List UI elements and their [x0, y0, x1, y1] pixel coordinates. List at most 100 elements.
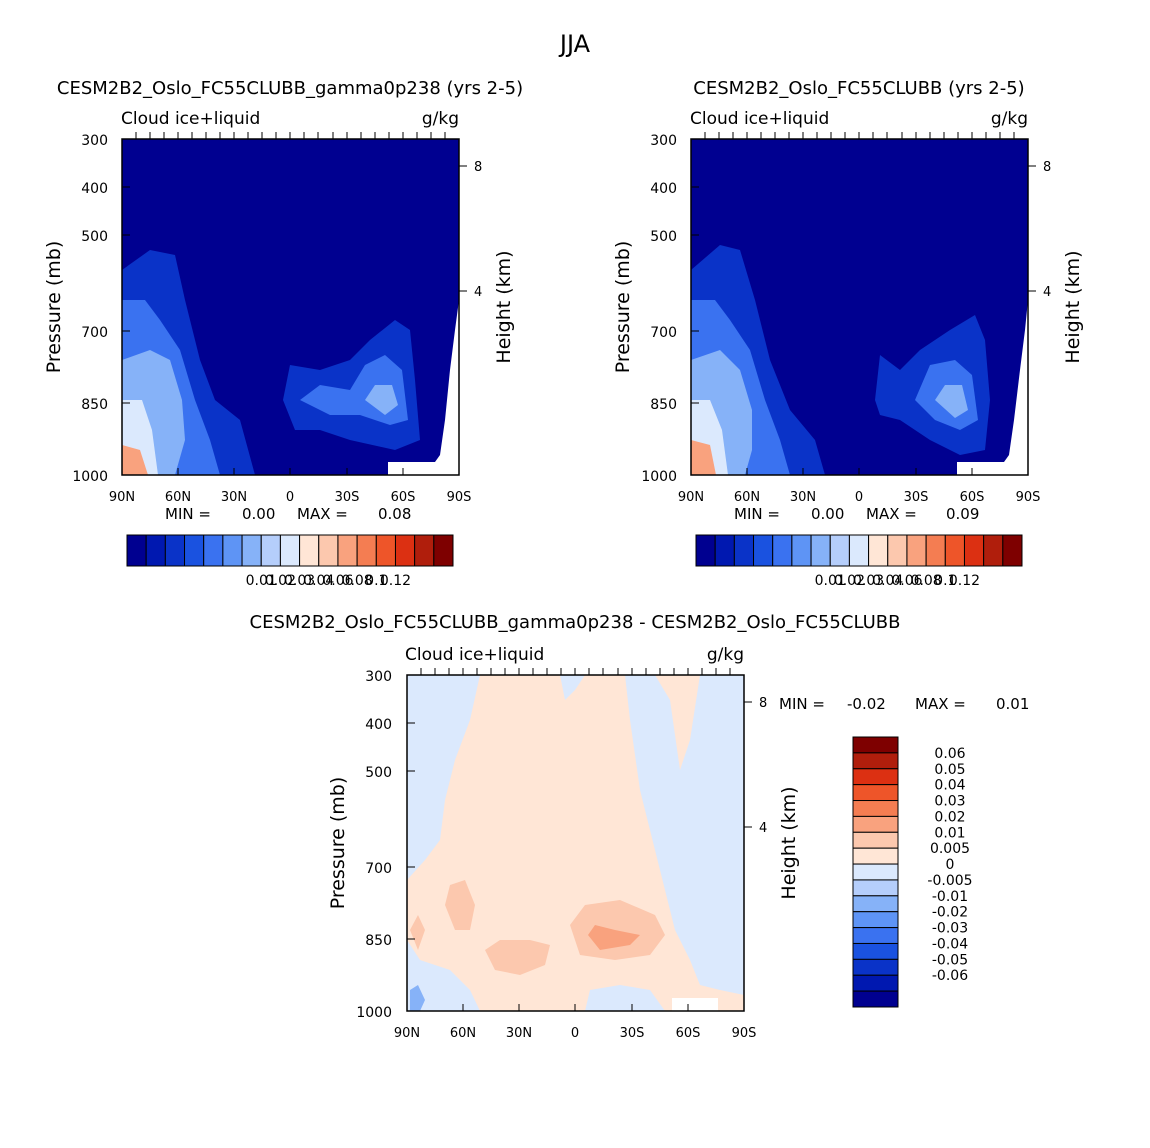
x-tick-label: 30S	[904, 490, 929, 505]
colorbar-swatch	[983, 534, 1004, 567]
colorbar-label: 0.12	[949, 573, 980, 589]
colorbar-label: 0.01	[815, 573, 846, 589]
panel-b-top-minor-ticks	[704, 132, 1015, 139]
panel-b-y-ticks: 300 400 500 700 850 1000	[641, 133, 699, 485]
panel-a-height-ticks: 8 4	[459, 160, 482, 300]
x-tick: 90N	[678, 468, 704, 505]
panel-c-title: CESM2B2_Oslo_FC55CLUBB_gamma0p238 - CESM…	[250, 612, 901, 633]
panel-b-max-label: MAX =	[866, 505, 917, 523]
colorbar-swatch	[375, 534, 396, 567]
panel-c-colorbar: 0.060.050.040.030.020.010.0050-0.005-0.0…	[852, 736, 973, 1008]
colorbar-swatch	[260, 534, 281, 567]
y-tick: 700	[650, 325, 699, 341]
y-tick-label: 700	[81, 325, 108, 341]
colorbar-label: 0	[946, 857, 955, 873]
panel-a-min-label: MIN =	[165, 505, 211, 523]
y-tick: 850	[650, 397, 699, 413]
y-tick-label: 300	[365, 669, 392, 685]
colorbar-label: -0.05	[932, 952, 968, 968]
colorbar-swatch	[852, 800, 899, 817]
colorbar-swatch	[868, 534, 889, 567]
x-tick-label: 90S	[1016, 490, 1041, 505]
x-tick-label: 60N	[450, 1026, 476, 1041]
x-tick: 30S	[620, 1004, 644, 1041]
panel-c-top-minor-ticks	[420, 668, 731, 675]
panel-a-min-value: 0.00	[242, 505, 275, 523]
colorbar-swatch	[299, 534, 320, 567]
x-tick: 30S	[904, 468, 929, 505]
colorbar-label: 0.06	[322, 573, 353, 589]
colorbar-label: -0.06	[932, 968, 968, 984]
panel-b-title: CESM2B2_Oslo_FC55CLUBB (yrs 2-5)	[693, 78, 1024, 99]
colorbar-swatch	[184, 534, 205, 567]
panel-a-ylabel-right: Height (km)	[493, 250, 515, 363]
colorbar-label: 0.02	[265, 573, 296, 589]
x-tick: 90N	[394, 1004, 420, 1041]
colorbar-swatch	[810, 534, 831, 567]
y-tick: 500	[365, 765, 415, 781]
colorbar-swatch	[714, 534, 735, 567]
panel-c-min-value: -0.02	[847, 695, 886, 713]
panel-c-missing-region	[672, 998, 718, 1011]
y-tick-label: 400	[650, 181, 677, 197]
colorbar-swatch	[829, 534, 850, 567]
y-tick: 300	[81, 133, 130, 149]
x-tick-label: 60S	[676, 1026, 701, 1041]
colorbar-swatch	[852, 879, 899, 897]
panel-c-x-ticks: 90N 60N 30N 0 30S 60S 90S	[394, 1004, 757, 1041]
colorbar-swatch	[433, 534, 454, 567]
colorbar-swatch	[852, 911, 899, 929]
y-tick: 700	[365, 861, 415, 877]
panel-a-contour-field	[122, 139, 459, 475]
panel-b-variable: Cloud ice+liquid	[690, 109, 829, 129]
colorbar-swatch	[906, 534, 927, 567]
y-tick: 400	[81, 181, 130, 197]
colorbar-label: 0.12	[380, 573, 411, 589]
panel-c: CESM2B2_Oslo_FC55CLUBB_gamma0p238 - CESM…	[250, 612, 1030, 1041]
colorbar-swatch	[852, 784, 899, 802]
colorbar-label: -0.01	[932, 889, 968, 905]
panel-c-y-ticks: 300 400 500 700 850 1000	[356, 669, 415, 1021]
colorbar-label: 0.01	[246, 573, 277, 589]
x-tick-label: 60N	[165, 490, 191, 505]
panel-b-missing-region	[957, 300, 1028, 475]
colorbar-swatch	[356, 534, 377, 567]
x-tick-label: 90S	[732, 1026, 757, 1041]
y-tick: 1000	[641, 469, 699, 485]
colorbar-swatch	[852, 927, 899, 944]
colorbar-swatch	[852, 831, 899, 849]
y-tick: 850	[81, 397, 130, 413]
colorbar-swatch	[145, 534, 166, 567]
panel-b-cloud-southern-3	[935, 385, 968, 418]
panel-a-title: CESM2B2_Oslo_FC55CLUBB_gamma0p238 (yrs 2…	[57, 78, 523, 99]
x-tick: 60N	[450, 1004, 476, 1041]
colorbar-swatch	[852, 815, 899, 833]
x-tick: 30N	[221, 468, 247, 505]
colorbar-swatch	[852, 847, 899, 865]
colorbar-swatch	[1002, 534, 1023, 567]
x-tick: 60S	[391, 468, 416, 505]
panel-c-pos-3	[570, 900, 665, 960]
colorbar-label: 0.05	[934, 762, 965, 778]
x-tick: 90S	[732, 1004, 757, 1041]
panel-a-cloud-low-lat-5	[122, 445, 148, 475]
colorbar-swatch	[695, 534, 716, 567]
colorbar-swatch	[164, 534, 186, 567]
y-tick-label: 1000	[356, 1005, 392, 1021]
panel-c-pos-5	[410, 915, 425, 950]
x-tick-label: 0	[571, 1026, 579, 1041]
colorbar-swatch	[241, 534, 262, 567]
x-tick: 0	[855, 468, 863, 505]
x-tick: 60N	[165, 468, 191, 505]
colorbar-label: 0.06	[934, 746, 965, 762]
height-tick-label: 8	[1043, 160, 1051, 175]
x-tick-label: 30N	[506, 1026, 532, 1041]
panel-a-max-label: MAX =	[297, 505, 348, 523]
figure-title: JJA	[558, 30, 591, 58]
colorbar-swatch	[318, 534, 339, 567]
y-tick: 500	[650, 229, 699, 245]
y-tick: 700	[81, 325, 130, 341]
panel-c-variable: Cloud ice+liquid	[405, 645, 544, 665]
x-tick-label: 60S	[391, 490, 416, 505]
